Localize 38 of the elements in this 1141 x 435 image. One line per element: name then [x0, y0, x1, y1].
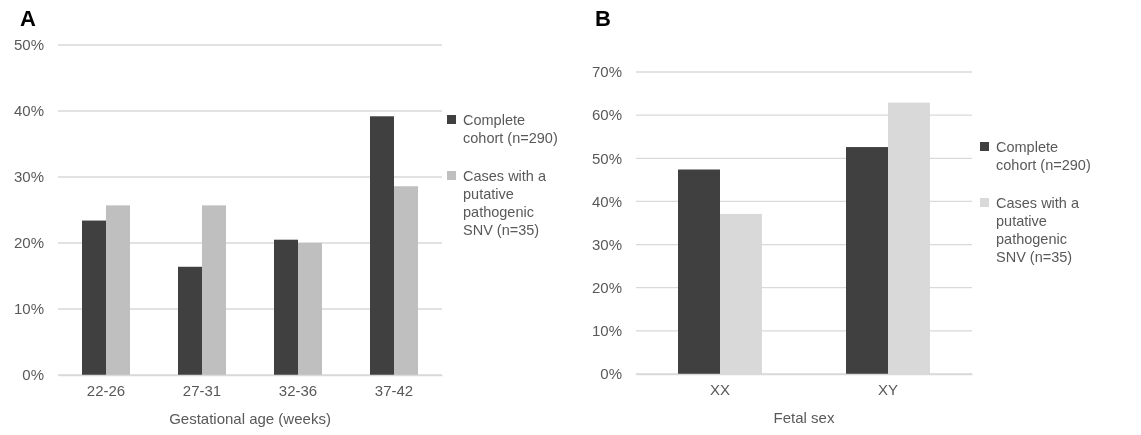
y-tick-label: 60% [591, 106, 622, 124]
bar [370, 116, 394, 375]
legend-label: Complete cohort (n=290) [463, 112, 558, 146]
y-tick-label: 20% [591, 279, 622, 297]
legend-label: Cases with a putative pathogenic SNV (n=35) [463, 168, 547, 238]
bar [298, 243, 322, 375]
y-tick-label: 70% [591, 63, 622, 81]
y-tick-label: 50% [13, 36, 44, 54]
x-tick-label: XY [877, 380, 899, 398]
y-tick-label: 40% [13, 102, 44, 120]
legend-label: Cases with a putative pathogenic SNV (n=35) [996, 195, 1080, 265]
x-axis-title: Gestational age (weeks) [169, 410, 331, 427]
y-tick-label: 10% [13, 300, 44, 318]
chart-title: B [595, 6, 611, 31]
bar [678, 169, 720, 374]
y-tick-label: 40% [591, 192, 622, 210]
bar [82, 220, 106, 375]
x-tick-label: 22-26 [86, 381, 126, 399]
bar [846, 147, 888, 374]
chart-title: A [20, 6, 36, 31]
y-tick-label: 30% [13, 168, 44, 186]
x-tick-label: 27-31 [182, 381, 222, 399]
bar [178, 266, 202, 375]
y-tick-label: 50% [591, 149, 622, 167]
y-tick-label: 0% [22, 366, 44, 384]
bar [202, 205, 226, 375]
y-tick-label: 30% [591, 235, 622, 253]
bar [394, 186, 418, 375]
bar [274, 239, 298, 375]
legend-label: Complete cohort (n=290) [996, 139, 1091, 173]
x-tick-label: 32-36 [278, 381, 318, 399]
x-tick-label: XX [709, 380, 731, 398]
y-tick-label: 0% [600, 365, 622, 383]
bar [106, 205, 130, 375]
x-tick-label: 37-42 [374, 381, 414, 399]
x-axis-title: Fetal sex [773, 409, 835, 426]
y-tick-label: 20% [13, 234, 44, 252]
y-tick-label: 10% [591, 322, 622, 340]
